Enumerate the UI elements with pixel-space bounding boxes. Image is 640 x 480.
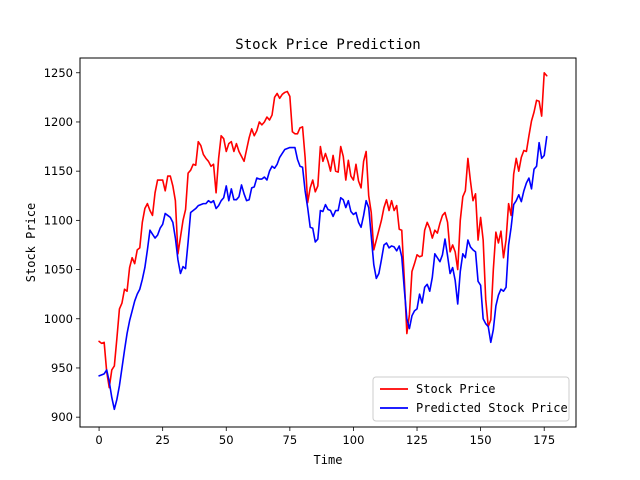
x-tick-label: 125 [406, 433, 428, 447]
x-axis: 0 25 50 75 100 125 150 175 [95, 427, 555, 447]
legend: Stock Price Predicted Stock Price [372, 376, 570, 422]
x-tick-label: 100 [342, 433, 364, 447]
y-tick-label: 900 [51, 410, 73, 424]
y-tick-label: 1150 [44, 164, 73, 178]
y-tick-label: 1100 [44, 213, 73, 227]
x-tick-label: 50 [219, 433, 234, 447]
x-tick-label: 75 [283, 433, 298, 447]
x-tick-label: 0 [95, 433, 102, 447]
series-lines [98, 71, 548, 411]
y-tick-label: 1200 [44, 115, 73, 129]
y-axis: 900 950 1000 1050 1100 1150 1200 1250 [44, 66, 80, 424]
y-axis-label: Stock Price [24, 203, 38, 282]
series-line-predicted-stock-price [98, 135, 548, 411]
x-tick-label: 175 [533, 433, 555, 447]
y-tick-label: 950 [51, 361, 73, 375]
chart-title: Stock Price Prediction [235, 37, 420, 53]
plot-area-frame [79, 57, 577, 428]
x-tick-label: 150 [470, 433, 492, 447]
legend-label-predicted-stock-price: Predicted Stock Price [416, 401, 568, 415]
x-axis-label: Time [314, 453, 343, 467]
series-line-stock-price [98, 71, 548, 389]
x-tick-label: 25 [155, 433, 170, 447]
y-tick-label: 1000 [44, 312, 73, 326]
legend-box [372, 376, 570, 422]
legend-label-stock-price: Stock Price [416, 382, 495, 396]
y-tick-label: 1250 [44, 66, 73, 80]
y-tick-label: 1050 [44, 263, 73, 277]
